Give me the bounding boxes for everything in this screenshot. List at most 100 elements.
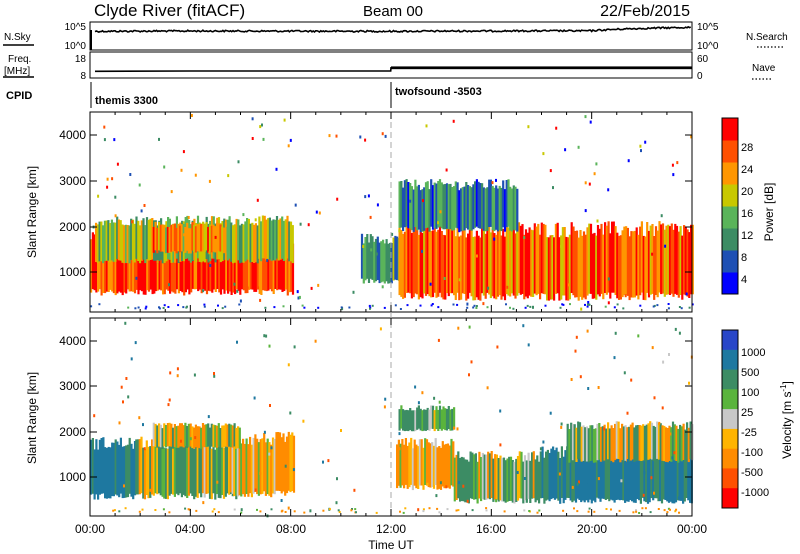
power-cell-121 [103, 220, 106, 261]
velocity-cell-209 [457, 451, 460, 499]
velocity-cell-182 [410, 437, 413, 485]
velocity-cbar-swatch-2 [722, 369, 738, 390]
velocity-cell-421 [409, 408, 412, 430]
velocity-speck-108 [438, 400, 441, 404]
power-floor-61 [282, 305, 285, 308]
power-cell-53 [183, 245, 186, 296]
power-cell-51 [179, 236, 182, 291]
power-floor-26 [158, 307, 161, 310]
velocity-speck-29 [259, 472, 262, 475]
velocity-cell-213 [464, 459, 467, 503]
power-cell-322 [445, 222, 449, 294]
velocity-cell-428 [421, 410, 424, 432]
velocity-cell-215 [467, 461, 470, 504]
velocity-cell-92 [238, 440, 241, 496]
power-cell-97 [260, 244, 263, 295]
power-cell-221 [279, 218, 282, 260]
velocity-cell-134 [170, 423, 173, 447]
velocity-cell-54 [184, 442, 187, 497]
nsky-tick-bottom: 10^0 [65, 41, 87, 52]
power-cell-202 [246, 218, 249, 260]
velocity-speck-109 [123, 484, 125, 488]
velocity-ytick-marks [90, 340, 692, 478]
power-floor-59 [264, 306, 267, 309]
velocity-floor-56 [350, 509, 353, 512]
power-cell-290 [392, 237, 395, 281]
power-cell-94 [255, 237, 258, 292]
power-cell-98 [262, 234, 265, 291]
power-speck-125 [690, 135, 693, 139]
velocity-cell-26 [135, 439, 138, 495]
velocity-cell-5 [98, 439, 101, 495]
velocity-cell-311 [636, 448, 639, 499]
power-cell-282 [378, 242, 381, 284]
velocity-cell-341 [689, 456, 692, 503]
velocity-speck-82 [193, 373, 196, 377]
power-cell-219 [275, 216, 279, 259]
velocity-cell-168 [230, 424, 233, 448]
power-floor-65 [127, 306, 130, 309]
velocity-cell-101 [254, 434, 257, 492]
power-cbar-swatch-1 [722, 250, 738, 273]
power-cell-241 [173, 223, 176, 252]
power-cell-394 [572, 226, 575, 296]
power-cell-216 [270, 220, 273, 261]
velocity-speck-38 [189, 437, 192, 441]
velocity-cell-287 [594, 455, 597, 503]
velocity-cell-154 [205, 424, 208, 447]
power-speck-4 [158, 137, 160, 141]
velocity-speck-122 [522, 324, 525, 328]
power-speck-78 [140, 209, 143, 213]
velocity-cell-103 [257, 442, 260, 496]
power-cell-525 [507, 179, 510, 227]
velocity-cell-384 [638, 425, 641, 461]
velocity-cell-363 [601, 426, 604, 462]
velocity-speck-43 [597, 386, 600, 389]
power-cell-288 [389, 242, 392, 284]
power-floor-60 [431, 303, 434, 305]
power-speck-119 [287, 144, 290, 148]
velocity-cell-224 [483, 454, 486, 500]
velocity-speck-130 [614, 331, 617, 335]
velocity-floor-4 [293, 510, 296, 513]
power-speck-90 [437, 221, 439, 225]
velocity-cell-68 [208, 448, 212, 499]
velocity-ytick-3000: 3000 [59, 379, 86, 393]
power-cbar-swatch-5 [722, 162, 738, 185]
velocity-cell-301 [618, 450, 621, 501]
power-speck-69 [607, 301, 610, 305]
velocity-cell-326 [662, 449, 665, 500]
power-speck-2 [310, 286, 313, 290]
velocity-cell-125 [154, 423, 157, 447]
power-cell-13 [112, 240, 115, 294]
power-floor-34 [472, 306, 475, 309]
vel-cbar-tick-100: 100 [741, 387, 759, 399]
velocity-cell-376 [624, 425, 627, 461]
velocity-floor-66 [217, 511, 220, 514]
power-ytick-4000: 4000 [59, 128, 86, 142]
power-cell-212 [263, 215, 266, 259]
velocity-cell-76 [222, 448, 226, 499]
power-cell-32 [146, 234, 149, 291]
power-cell-231 [156, 227, 159, 254]
power-cell-428 [632, 231, 635, 298]
velocity-cell-382 [635, 425, 638, 461]
power-cbar-tick-20: 20 [741, 186, 753, 198]
power-cell-320 [442, 234, 445, 300]
velocity-cell-95 [243, 443, 246, 497]
power-floor-16 [203, 303, 206, 306]
velocity-speck-13 [417, 401, 420, 405]
velocity-floor-25 [573, 507, 575, 510]
power-cell-362 [516, 227, 519, 296]
velocity-cell-109 [268, 442, 271, 496]
power-cell-146 [147, 219, 150, 261]
velocity-cell-331 [671, 457, 674, 504]
power-colorbar-label: Power [dB] [762, 183, 776, 242]
velocity-cell-73 [217, 446, 220, 498]
nsky-tick-top: 10^5 [65, 22, 87, 33]
power-cell-501 [465, 182, 468, 229]
velocity-floor-0 [674, 510, 677, 513]
power-cell-334 [467, 233, 470, 299]
power-cell-304 [414, 223, 417, 294]
velocity-speck-14 [673, 451, 676, 455]
